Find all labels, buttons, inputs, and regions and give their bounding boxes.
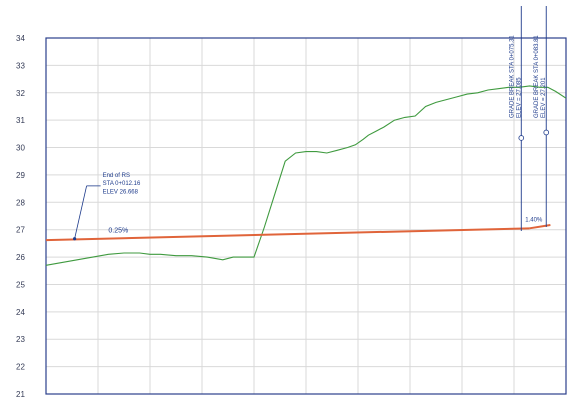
grade-break-1-label-1: GRADE BREAK STA 0+075.31: [509, 35, 515, 118]
y-tick-label: 23: [16, 335, 25, 344]
grade-break-1-label-2: ELEV = 27.085: [516, 77, 522, 118]
grade-break-2-marker: [543, 129, 550, 136]
annotation-layer: End of RS STA 0+012.16 ELEV 26.668 0.25% 1.4…: [73, 6, 550, 241]
grade-percent-label: 0.25%: [108, 227, 128, 234]
y-tick-label: 30: [16, 144, 25, 153]
y-tick-label: 34: [16, 34, 25, 43]
y-tick-label: 32: [16, 89, 25, 98]
grade-break-2-label-2: ELEV = 27.201: [541, 77, 547, 118]
y-tick-label: 27: [16, 226, 25, 235]
end-of-rs-leader: [74, 185, 87, 239]
end-of-rs-marker: [73, 237, 77, 241]
y-tick-label: 31: [16, 116, 25, 125]
ground-profile-line: [45, 85, 567, 266]
y-tick-label: 29: [16, 171, 25, 180]
grade-break-1-marker: [518, 135, 525, 141]
y-tick-label: 33: [16, 61, 25, 70]
y-axis-ticks: 21 22 23 24 25 26 27 28 29 30 31 32 33 34: [16, 34, 25, 398]
grade-line: [45, 227, 530, 242]
end-of-rs-label-2: STA 0+012.16: [103, 181, 141, 187]
y-tick-label: 24: [16, 308, 25, 317]
grade-percent-label-2: 1.40%: [525, 217, 543, 223]
y-tick-label: 25: [16, 280, 25, 289]
grade-line-segment-2: [529, 224, 551, 230]
plot-frame: [45, 37, 567, 395]
y-tick-label: 21: [16, 390, 25, 398]
series-layer: [45, 85, 567, 266]
y-tick-label: 26: [16, 253, 25, 262]
y-tick-label: 22: [16, 363, 25, 372]
grid: [46, 37, 566, 395]
end-of-rs-label-1: End of RS: [103, 173, 130, 179]
end-of-rs-label-3: ELEV 26.668: [103, 189, 139, 195]
plot-border: [45, 37, 567, 395]
y-tick-label: 28: [16, 198, 25, 207]
grade-break-2-label-1: GRADE BREAK STA 0+083.81: [534, 35, 540, 118]
